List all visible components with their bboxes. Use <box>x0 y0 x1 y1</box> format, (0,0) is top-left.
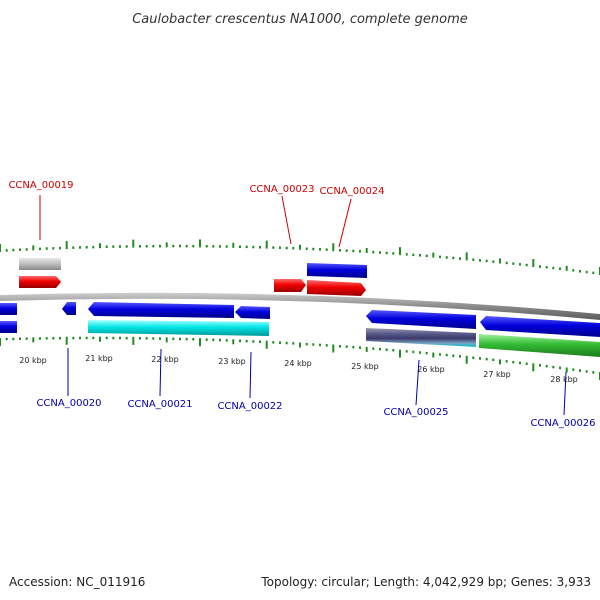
gene-label-ccna-00020[interactable]: CCNA_00020 <box>36 398 101 409</box>
gene-label-ccna-00021[interactable]: CCNA_00021 <box>127 399 192 410</box>
top-gene-labels: CCNA_00019 CCNA_00023 CCNA_00024 <box>8 180 385 248</box>
cds-ccna-00024 <box>307 280 366 296</box>
cds-ccna-00019 <box>19 276 61 288</box>
genome-summary-text: Topology: circular; Length: 4,042,929 bp… <box>260 575 591 589</box>
gene-label-ccna-00019[interactable]: CCNA_00019 <box>8 180 73 191</box>
tick-label: 22 kbp <box>151 355 179 364</box>
leader-line-ccna-00021 <box>159 348 162 397</box>
cds-ccna-00023 <box>274 279 306 292</box>
gene-label-ccna-00022[interactable]: CCNA_00022 <box>217 401 282 412</box>
tick-label: 21 kbp <box>85 354 113 363</box>
tick-label: 27 kbp <box>483 370 511 379</box>
leader-line-ccna-00022 <box>249 351 252 399</box>
cds-ccna-00025 <box>366 310 476 329</box>
accession-text: Accession: NC_011916 <box>9 575 145 589</box>
leader-line-ccna-00025 <box>415 359 420 406</box>
stack-ccna-00025 <box>366 328 476 347</box>
inner-tick-ring <box>0 336 600 380</box>
leader-line-ccna-00024 <box>338 198 352 248</box>
tick-label: 25 kbp <box>351 362 379 371</box>
tick-label: 28 kbp <box>550 375 578 384</box>
rna-ccna-00021 <box>88 320 269 336</box>
leader-line-ccna-00023 <box>281 195 292 245</box>
tick-label: 20 kbp <box>19 356 47 365</box>
cds-left-edge-2 <box>0 321 17 333</box>
map-title: Caulobacter crescentus NA1000, complete … <box>132 12 468 27</box>
bottom-gene-labels: CCNA_00020 CCNA_00021 CCNA_00022 CCNA_00… <box>36 348 596 429</box>
gene-label-ccna-00024[interactable]: CCNA_00024 <box>319 186 384 197</box>
cds-ccna-00021 <box>88 302 234 318</box>
green-feature-00026 <box>479 334 600 357</box>
gray-feature-00019 <box>19 258 61 270</box>
outer-tick-ring <box>0 239 600 275</box>
tick-label: 26 kbp <box>417 365 445 374</box>
gene-label-ccna-00025[interactable]: CCNA_00025 <box>383 407 448 418</box>
tick-label: 24 kbp <box>284 359 312 368</box>
genome-backbone <box>0 292 600 320</box>
gene-label-ccna-00023[interactable]: CCNA_00023 <box>249 184 314 195</box>
cds-left-edge-1 <box>0 303 17 315</box>
tick-label: 23 kbp <box>218 357 246 366</box>
blue-feature-00024 <box>307 263 367 278</box>
gene-label-ccna-00026[interactable]: CCNA_00026 <box>530 418 595 429</box>
cds-ccna-00022 <box>235 306 270 319</box>
cds-ccna-00026 <box>480 316 600 337</box>
coordinate-labels: 20 kbp 21 kbp 22 kbp 23 kbp 24 kbp 25 kb… <box>19 354 578 384</box>
cds-ccna-00020 <box>62 302 76 315</box>
leader-line-ccna-00026 <box>563 371 567 416</box>
